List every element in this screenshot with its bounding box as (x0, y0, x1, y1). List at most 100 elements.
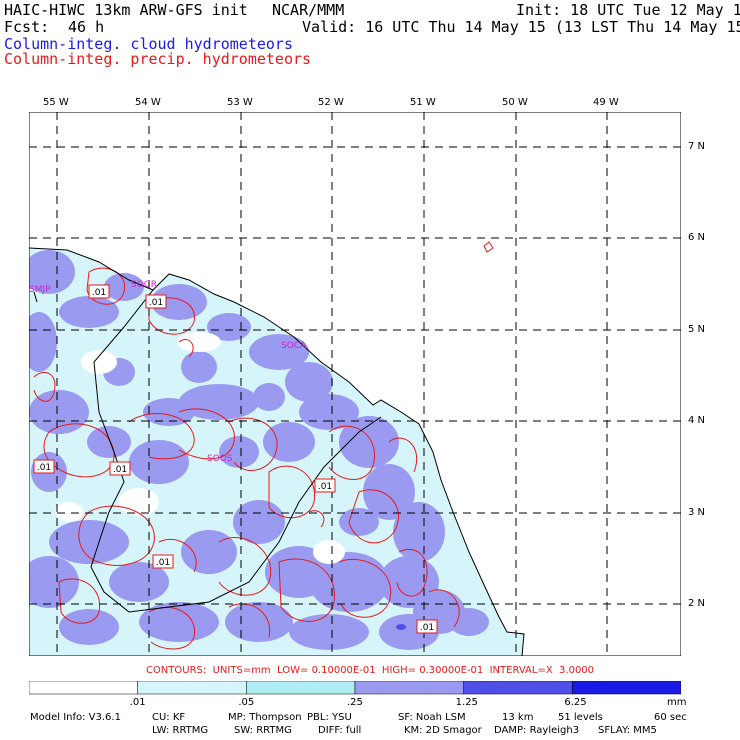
latitude-label: 6 N (688, 232, 706, 243)
precip-contour (58, 578, 101, 624)
cloud-blob (129, 440, 189, 484)
cloud-blob (225, 602, 293, 642)
model-info-item: 60 sec (654, 712, 687, 723)
precip-contour (428, 589, 460, 628)
precip-contour (308, 510, 325, 528)
model-info-item: SFLAY: MM5 (598, 725, 657, 736)
forecast-label: Fcst: (4, 18, 50, 36)
cloud-blob (363, 464, 415, 520)
longitude-label: 51 W (410, 97, 436, 108)
cloud-blob (87, 426, 131, 458)
cloud-blob (29, 556, 79, 608)
precip-contour (338, 558, 392, 618)
dark-cloud-cell (396, 624, 406, 630)
contour-label-text: .01 (113, 465, 127, 475)
contour-label-text: .01 (156, 558, 170, 568)
contour-label-text: .01 (149, 298, 163, 308)
colorbar-segment (572, 681, 681, 695)
precip-contour (328, 425, 375, 480)
precip-contour (148, 297, 195, 335)
precip-contour (78, 505, 155, 566)
station-label: SOOS (207, 454, 233, 464)
model-info-item: LW: RRTMG (152, 725, 209, 736)
precip-contour (86, 267, 126, 305)
precip-contour (268, 465, 315, 519)
org-label: NCAR/MMM (272, 1, 345, 19)
model-info-item: DAMP: Rayleigh3 (494, 725, 580, 736)
colorbar-segment (463, 681, 573, 695)
precip-contour (43, 423, 115, 478)
latitude-label: 2 N (688, 598, 706, 609)
contour-label-frame (314, 478, 336, 493)
model-info-item: Model Info: V3.6.1 (30, 712, 121, 723)
colorbar-segment (137, 681, 247, 695)
contour-label-frame (109, 461, 131, 476)
latitude-label: 3 N (688, 507, 706, 518)
contour-label-box: .01 (314, 478, 336, 493)
contour-label-box: .01 (416, 619, 438, 634)
cloud-blob (59, 609, 119, 645)
model-info-item: 51 levels (558, 712, 603, 723)
model-title: HAIC-HIWC 13km ARW-GFS init (4, 1, 248, 19)
colorbar-label: .01 (129, 697, 146, 708)
contour-label-text: .01 (92, 288, 106, 298)
contour-info: CONTOURS: UNITS=mm LOW= 0.10000E-01 HIGH… (145, 665, 595, 676)
model-info-item: KM: 2D Smagor (404, 725, 482, 736)
contour-label-frame (88, 284, 110, 299)
cloud-blob (181, 530, 237, 574)
colorbar (29, 681, 681, 695)
precip-contour (278, 558, 335, 622)
longitude-label: 55 W (43, 97, 69, 108)
clear-patch (119, 488, 159, 516)
precip-contour (483, 241, 494, 253)
init-time: Init: 18 UTC Tue 12 May 15 (516, 1, 740, 19)
cloud-blob (449, 608, 489, 636)
coastline (29, 247, 525, 656)
model-info-item: DIFF: full (318, 725, 362, 736)
contour-label-text: .01 (37, 463, 51, 473)
contour-label-box: .01 (145, 294, 167, 309)
border-segment (33, 291, 38, 303)
cloud-blob (253, 383, 285, 411)
colorbar-label: 1.25 (455, 697, 478, 708)
model-info-item: 13 km (502, 712, 534, 723)
contour-label-frame (145, 294, 167, 309)
cloud-blob (29, 390, 89, 434)
precip-contour (396, 549, 428, 597)
model-info-item: SW: RRTMG (234, 725, 292, 736)
border-line (90, 289, 382, 613)
precip-field-title: Column-integ. precip. hydrometeors (4, 50, 312, 68)
colorbar-segment (29, 681, 138, 695)
cloud-blob (29, 312, 57, 372)
clear-patch (177, 332, 221, 352)
colorbar-segment (246, 681, 356, 695)
precip-contour (33, 372, 56, 402)
colorbar-label: mm (667, 697, 687, 708)
cloud-blob (104, 273, 144, 301)
cloud-blob (289, 614, 369, 650)
cloud-blob (139, 602, 219, 642)
map-labels-layer: SMJP SOGR SOCA SOOS .01 .01 .01 .01 .01 .01 .01 (29, 280, 438, 634)
cloud-blob (309, 552, 389, 612)
latitude-label: 7 N (688, 141, 706, 152)
contour-label-box: .01 (152, 554, 174, 569)
contour-label-frame (416, 619, 438, 634)
model-info-item: MP: Thompson (228, 712, 302, 723)
station-label: SOGR (131, 280, 157, 290)
cloud-blob (339, 416, 399, 468)
colorbar-label: 6.25 (564, 697, 587, 708)
colorbar-label: .25 (347, 697, 363, 708)
precip-contour (228, 603, 271, 638)
contour-label-text: .01 (318, 482, 332, 492)
longitude-label: 52 W (318, 97, 344, 108)
forecast-hours: 46 h (68, 18, 105, 36)
valid-time: Valid: 16 UTC Thu 14 May 15 (13 LST Thu … (302, 18, 740, 36)
lat-lon-grid (29, 112, 681, 656)
precip-contour (178, 408, 235, 460)
contour-label-box: .01 (109, 461, 131, 476)
cloud-shading-layer (29, 248, 524, 656)
precip-contour (158, 538, 197, 573)
cloud-blob (339, 508, 379, 536)
clear-patch (55, 502, 83, 522)
colorbar-segment (354, 681, 464, 695)
